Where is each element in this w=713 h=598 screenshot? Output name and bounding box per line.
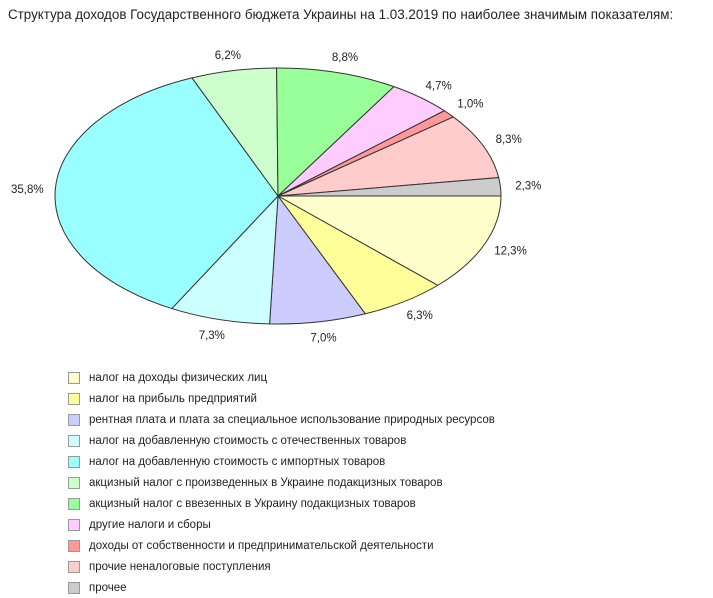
legend-label: другие налоги и сборы xyxy=(89,518,211,531)
legend-item: налог на добавленную стоимость с импортн… xyxy=(68,451,495,472)
pie-slice xyxy=(277,177,502,197)
pie-slice xyxy=(276,67,395,198)
legend-label: налог на прибыль предприятий xyxy=(89,392,257,405)
legend-label: налог на доходы физических лиц xyxy=(89,371,268,384)
slice-value-label: 2,3% xyxy=(515,181,541,193)
legend-item: налог на добавленную стоимость с отечест… xyxy=(68,430,495,451)
pie-chart: 12,3% 6,3% 7,0% 7,3% 35,8% 6,2% 8,8% 4,7% 1,0% 8,… xyxy=(11,50,541,345)
slice-value-label: 7,0% xyxy=(310,333,336,345)
legend-swatch xyxy=(68,413,80,426)
chart-legend: налог на доходы физических лиц налог на п… xyxy=(68,367,495,598)
slice-value-label: 8,3% xyxy=(496,134,522,146)
legend-label: доходы от собственности и предпринимател… xyxy=(89,539,434,552)
legend-item: прочие неналоговые поступления xyxy=(68,556,495,577)
legend-item: акцизный налог с ввезенных в Украину под… xyxy=(68,493,495,514)
legend-swatch xyxy=(68,476,80,489)
pie-slice xyxy=(170,194,279,325)
legend-item: прочее xyxy=(68,577,495,598)
slice-value-label: 35,8% xyxy=(11,184,44,196)
legend-item: доходы от собственности и предпринимател… xyxy=(68,535,495,556)
slice-value-label: 1,0% xyxy=(457,99,483,111)
slice-value-label: 12,3% xyxy=(494,245,527,257)
pie-slice xyxy=(276,195,502,286)
pie-slice xyxy=(277,116,500,197)
slice-value-label: 6,3% xyxy=(407,310,433,322)
legend-item: налог на прибыль предприятий xyxy=(68,388,495,409)
legend-swatch xyxy=(68,518,80,531)
legend-label: акцизный налог с произведенных в Украине… xyxy=(89,476,443,489)
legend-item: акцизный налог с произведенных в Украине… xyxy=(68,472,495,493)
slice-value-label: 7,3% xyxy=(199,330,225,342)
slice-value-label: 6,2% xyxy=(215,50,241,62)
legend-swatch xyxy=(68,497,80,510)
pie-value-labels: 12,3% 6,3% 7,0% 7,3% 35,8% 6,2% 8,8% 4,7% 1,0% 8,… xyxy=(11,50,541,345)
legend-label: налог на добавленную стоимость с отечест… xyxy=(89,434,407,447)
legend-swatch xyxy=(68,455,80,468)
pie-slice xyxy=(54,77,279,310)
legend-swatch xyxy=(68,581,80,594)
legend-swatch xyxy=(68,371,80,384)
slice-value-label: 4,7% xyxy=(425,80,451,92)
legend-label: налог на добавленную стоимость с импортн… xyxy=(89,455,386,468)
slice-value-label: 8,8% xyxy=(332,52,358,64)
legend-label: рентная плата и плата за специальное исп… xyxy=(89,413,495,426)
legend-label: акцизный налог с ввезенных в Украину под… xyxy=(89,497,416,510)
chart-title: Структура доходов Государственного бюдже… xyxy=(8,7,674,22)
legend-swatch xyxy=(68,560,80,573)
legend-item: рентная плата и плата за специальное исп… xyxy=(68,409,495,430)
legend-item: налог на доходы физических лиц xyxy=(68,367,495,388)
legend-item: другие налоги и сборы xyxy=(68,514,495,535)
pie-slices xyxy=(54,67,502,325)
legend-swatch xyxy=(68,434,80,447)
legend-label: прочее xyxy=(89,581,127,594)
legend-label: прочие неналоговые поступления xyxy=(89,560,271,573)
legend-swatch xyxy=(68,392,80,405)
legend-swatch xyxy=(68,539,80,552)
